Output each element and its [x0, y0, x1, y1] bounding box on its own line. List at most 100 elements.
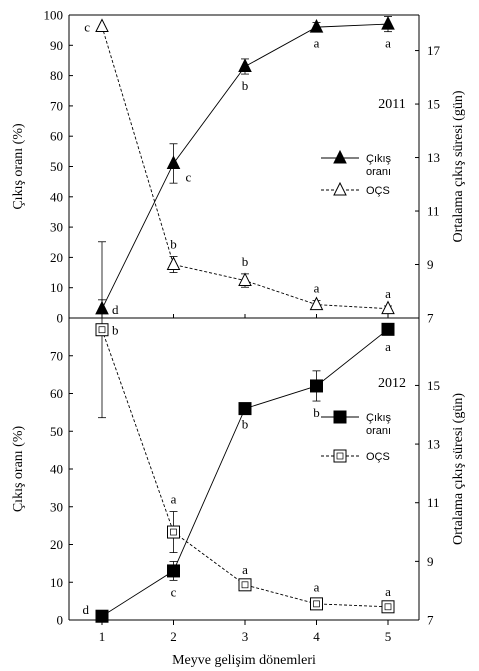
- legend-marker-filled-triangle: [333, 149, 347, 164]
- left-tick-label: 50: [50, 424, 63, 439]
- series-line-open-square: [101, 329, 389, 608]
- data-point-open-square-inner: [241, 581, 249, 589]
- right-axis-title: Ortalama çıkış süresi (gün): [451, 90, 466, 242]
- right-tick-label: 13: [427, 150, 440, 165]
- right-tick-label: 11: [427, 495, 440, 510]
- significance-letter: b: [242, 416, 249, 431]
- legend-marker-open-triangle: [333, 181, 347, 196]
- right-tick-label: 17: [427, 43, 441, 58]
- left-tick-label: 0: [57, 311, 64, 326]
- right-tick-label: 7: [427, 311, 434, 326]
- left-tick-label: 30: [50, 220, 63, 235]
- significance-letter: a: [242, 562, 248, 577]
- x-tick-label: 4: [313, 629, 320, 644]
- data-point-filled-square: [167, 564, 180, 578]
- data-point-open-square: [310, 597, 323, 611]
- x-axis-title: Meyve gelişim dönemleri: [172, 653, 316, 668]
- significance-letter: a: [314, 579, 320, 594]
- data-point-open-square: [167, 525, 180, 539]
- data-point-filled-square: [238, 402, 252, 416]
- legend-label: Çıkış: [366, 412, 392, 424]
- left-tick-label: 60: [50, 129, 63, 144]
- right-tick-label: 11: [427, 204, 440, 219]
- significance-letter: a: [314, 281, 320, 296]
- data-point-open-square: [381, 600, 395, 614]
- significance-letter: b: [242, 254, 249, 269]
- data-point-filled-triangle: [238, 58, 252, 73]
- legend-marker-filled-square: [333, 410, 347, 424]
- left-tick-label: 40: [50, 189, 63, 204]
- left-tick-label: 70: [50, 98, 63, 113]
- data-point-open-square-inner: [170, 528, 177, 536]
- left-tick-label: 10: [50, 280, 63, 295]
- left-tick-label: 0: [57, 613, 64, 628]
- right-axis-title: Ortalama çıkış süresi (gün): [451, 393, 466, 545]
- left-tick-label: 70: [50, 348, 63, 363]
- left-tick-label: 80: [50, 68, 63, 83]
- data-point-open-square-inner: [384, 603, 392, 611]
- left-tick-label: 50: [50, 159, 63, 174]
- data-point-open-triangle: [95, 18, 109, 32]
- data-point-open-square: [238, 578, 252, 592]
- data-point-open-square: [95, 323, 109, 337]
- year-label: 2011: [378, 97, 405, 112]
- data-point-filled-square: [381, 322, 395, 336]
- significance-letter: a: [385, 36, 391, 51]
- significance-letter: b: [313, 405, 320, 420]
- data-point-open-square-inner: [98, 326, 106, 334]
- data-point-open-triangle: [309, 296, 324, 311]
- legend-label: oranı: [366, 425, 391, 437]
- significance-letter: a: [314, 36, 320, 51]
- data-point-filled-square: [310, 379, 323, 393]
- data-point-open-square-inner: [313, 600, 320, 608]
- left-axis-title: Çıkış oranı (%): [11, 123, 26, 210]
- panel-2011: 0 10 20 30 40 50 60 70 80 90 100 7 9 11 13 15 17 Çıkış or…: [11, 8, 466, 326]
- legend-marker-open-square: [333, 449, 347, 463]
- left-tick-label: 30: [50, 499, 63, 514]
- data-point-filled-triangle: [166, 155, 181, 169]
- significance-letter: c: [171, 584, 177, 599]
- data-point-open-triangle: [238, 272, 252, 287]
- significance-letter: b: [170, 236, 177, 251]
- left-tick-label: 90: [50, 38, 63, 53]
- significance-letter: a: [171, 492, 177, 507]
- left-tick-label: 40: [50, 462, 63, 477]
- right-tick-label: 9: [427, 554, 434, 569]
- left-tick-label: 10: [50, 575, 63, 590]
- data-point-filled-triangle: [381, 15, 395, 30]
- significance-letter: a: [385, 286, 391, 301]
- x-tick-label: 5: [385, 629, 392, 644]
- significance-letter: d: [83, 602, 90, 617]
- legend-label: Çıkış: [366, 153, 392, 165]
- significance-letter: a: [385, 584, 391, 599]
- right-tick-label: 13: [427, 437, 440, 452]
- x-tick-label: 1: [99, 629, 106, 644]
- data-point-open-triangle: [166, 256, 181, 271]
- right-tick-label: 9: [427, 257, 434, 272]
- legend-label: OÇS: [366, 185, 390, 197]
- left-tick-label: 100: [44, 8, 64, 23]
- significance-letter: c: [84, 19, 90, 34]
- legend-label: oranı: [366, 166, 391, 178]
- data-point-open-triangle: [381, 300, 395, 315]
- x-tick-label: 2: [170, 629, 177, 644]
- left-tick-label: 20: [50, 250, 63, 265]
- right-tick-label: 7: [427, 613, 434, 628]
- significance-letter: b: [242, 78, 249, 93]
- left-tick-label: 60: [50, 386, 63, 401]
- right-tick-label: 15: [427, 378, 440, 393]
- significance-letter: d: [112, 302, 119, 317]
- legend-label: OÇS: [366, 451, 390, 463]
- left-axis-title: Çıkış oranı (%): [11, 426, 26, 513]
- year-label: 2012: [378, 376, 406, 391]
- data-point-filled-triangle: [309, 19, 324, 33]
- x-tick-label: 3: [242, 629, 249, 644]
- left-tick-label: 20: [50, 537, 63, 552]
- significance-letter: b: [112, 323, 119, 338]
- legend-marker-open-square-inner: [336, 452, 344, 460]
- significance-letter: a: [385, 339, 391, 354]
- right-tick-label: 15: [427, 97, 440, 112]
- significance-letter: c: [186, 169, 192, 184]
